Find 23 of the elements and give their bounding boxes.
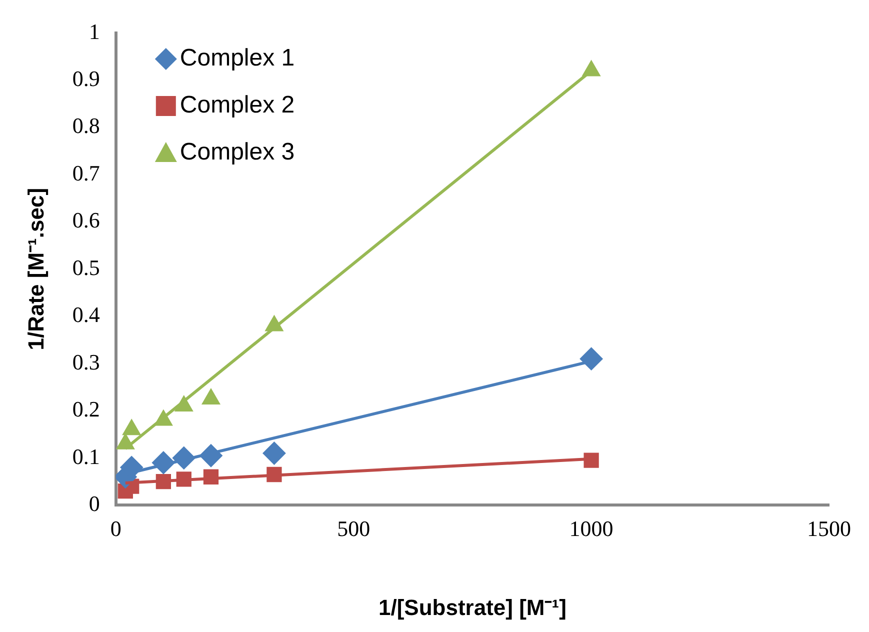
y-tick-label: 0.1 bbox=[72, 444, 100, 469]
y-tick-label: 0.9 bbox=[72, 66, 100, 91]
legend-label: Complex 3 bbox=[180, 138, 295, 166]
legend-label: Complex 2 bbox=[180, 92, 295, 119]
x-tick-label: 500 bbox=[337, 516, 370, 542]
y-tick-label: 1 bbox=[88, 18, 100, 44]
x-tick-label: 0 bbox=[110, 516, 122, 542]
x-axis-title: 1/[Substrate] [M⁻¹] bbox=[378, 594, 566, 620]
y-tick-label: 0.7 bbox=[72, 160, 100, 186]
x-tick-label: 1000 bbox=[569, 516, 614, 542]
y-tick-label: 0.8 bbox=[72, 113, 100, 138]
x-tick-label: 1500 bbox=[807, 516, 851, 542]
y-tick-label: 0.5 bbox=[72, 254, 100, 280]
y-tick-label: 0.3 bbox=[72, 349, 100, 374]
point bbox=[580, 347, 603, 370]
point bbox=[262, 442, 286, 465]
y-tick-label: 0.6 bbox=[72, 208, 100, 233]
legend-label: Complex 1 bbox=[180, 44, 295, 72]
y-tick-label: 0 bbox=[88, 490, 100, 516]
point bbox=[584, 452, 599, 468]
y-tick-label: 0.2 bbox=[72, 396, 100, 422]
y-tick-label: 0.4 bbox=[72, 302, 100, 328]
y-axis-title: 1/Rate [M⁻¹.sec] bbox=[23, 188, 48, 350]
